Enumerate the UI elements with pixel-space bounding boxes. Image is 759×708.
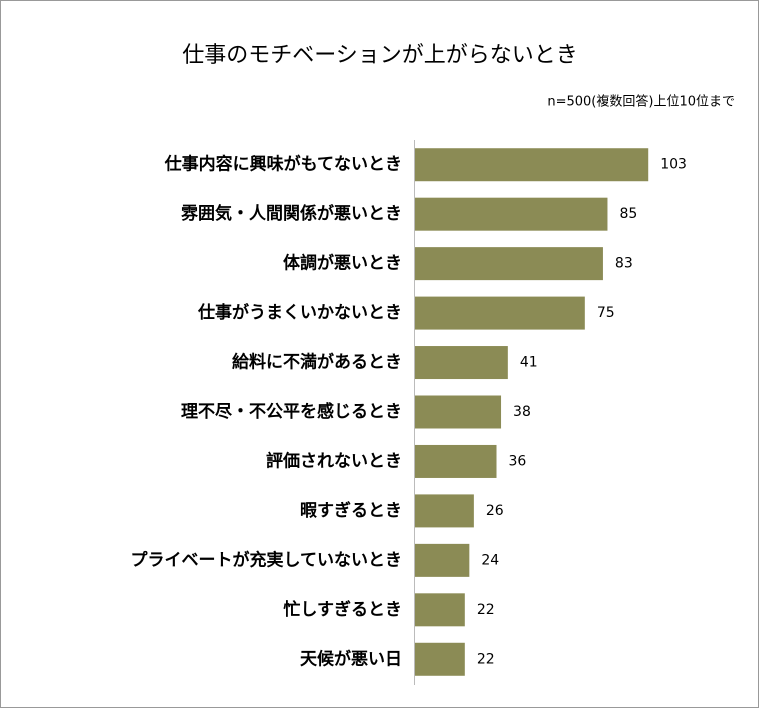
value-label: 22 <box>477 651 495 667</box>
category-label: 雰囲気・人間関係が悪いとき <box>181 203 402 224</box>
category-label: プライベートが充実していないとき <box>131 549 403 570</box>
bar <box>415 642 465 676</box>
value-label: 41 <box>520 355 538 371</box>
category-label: 仕事がうまくいかないとき <box>197 302 402 323</box>
category-label: 体調が悪いとき <box>283 253 402 274</box>
bar <box>415 444 497 478</box>
bar <box>415 395 502 429</box>
category-label: 仕事内容に興味がもてないとき <box>164 154 402 175</box>
value-label: 75 <box>597 305 615 321</box>
category-label: 理不尽・不公平を感じるとき <box>181 401 402 422</box>
value-label: 24 <box>481 552 499 568</box>
value-label: 38 <box>513 404 531 420</box>
value-label: 36 <box>509 453 527 469</box>
value-label: 103 <box>660 157 687 173</box>
category-label: 評価されないとき <box>266 450 402 471</box>
bar <box>415 148 649 182</box>
bar <box>415 197 608 231</box>
category-label: 天候が悪い日 <box>300 648 402 669</box>
value-label: 26 <box>486 503 504 519</box>
category-label: 忙しすぎるとき <box>283 599 402 620</box>
chart-subtitle: n=500(複数回答)上位10位まで <box>547 94 735 110</box>
category-label: 給料に不満があるとき <box>232 352 402 373</box>
value-label: 85 <box>619 206 637 222</box>
bar <box>415 247 603 281</box>
category-label: 暇すぎるとき <box>300 500 402 521</box>
bar <box>415 346 508 380</box>
bar <box>415 494 474 528</box>
bar <box>415 296 585 330</box>
value-label: 22 <box>477 602 495 618</box>
chart-title: 仕事のモチベーションが上がらないとき <box>182 43 578 68</box>
bar <box>415 593 465 627</box>
value-label: 83 <box>615 256 633 272</box>
bar <box>415 543 470 577</box>
